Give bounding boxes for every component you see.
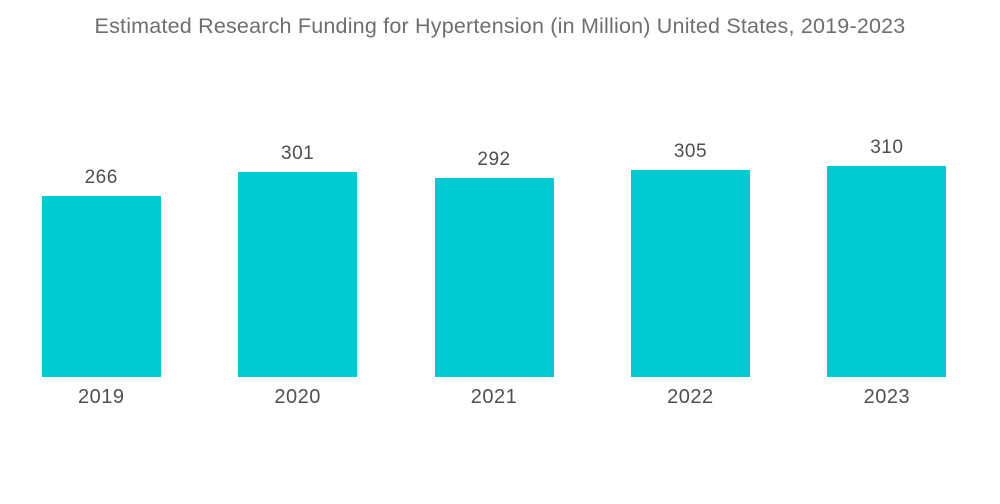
bar-value-label: 266 bbox=[84, 167, 118, 188]
x-axis-label-2020: 2020 bbox=[274, 386, 321, 408]
bar-group-2020: 301 2020 bbox=[199, 102, 395, 407]
x-axis-label-2021: 2021 bbox=[470, 386, 518, 408]
bar-group-2023: 310 2023 bbox=[789, 102, 985, 407]
bar-value-label: 301 bbox=[281, 143, 315, 164]
bar-value-label: 310 bbox=[870, 137, 904, 158]
bar-2021 bbox=[434, 178, 554, 377]
bar-2023 bbox=[827, 166, 947, 377]
x-axis-label-2022: 2022 bbox=[667, 386, 714, 408]
plot-area: 266 2019 301 2020 292 2021 305 2022 310 … bbox=[3, 102, 985, 407]
bar-group-2021: 292 2021 bbox=[396, 102, 592, 407]
bar-group-2022: 305 2022 bbox=[592, 102, 788, 407]
bar-2020 bbox=[238, 172, 358, 377]
bar-2022 bbox=[630, 170, 750, 377]
x-axis-label-2023: 2023 bbox=[863, 386, 911, 408]
bar-2019 bbox=[41, 196, 161, 377]
bar-value-label: 305 bbox=[673, 141, 708, 162]
x-axis-label-2019: 2019 bbox=[77, 386, 125, 408]
chart-title: Estimated Research Funding for Hypertens… bbox=[94, 14, 906, 38]
bar-value-label: 292 bbox=[477, 149, 511, 170]
bar-group-2019: 266 2019 bbox=[3, 102, 199, 407]
